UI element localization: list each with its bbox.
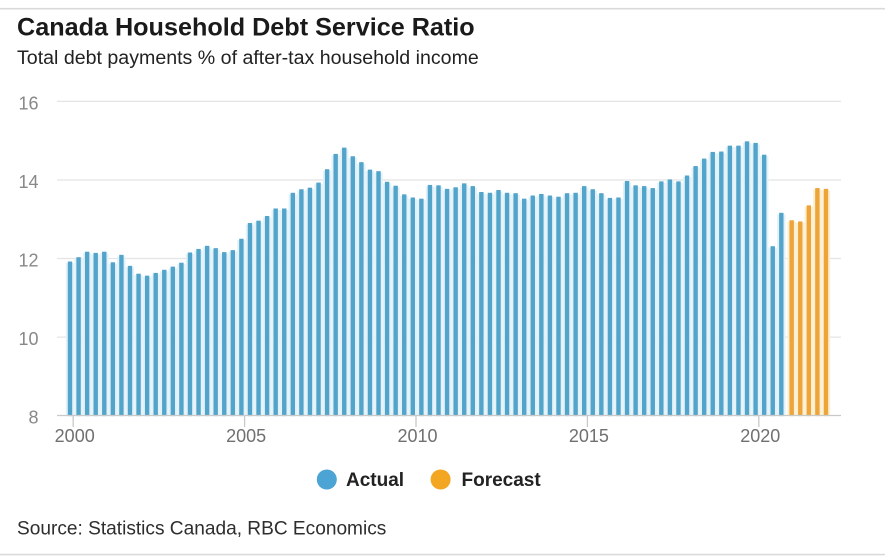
svg-text:14: 14 — [18, 172, 38, 192]
svg-text:2020: 2020 — [740, 426, 780, 446]
svg-text:12: 12 — [18, 251, 38, 271]
svg-text:Actual: Actual — [346, 470, 404, 491]
svg-text:Source: Statistics Canada, RBC: Source: Statistics Canada, RBC Economics — [17, 519, 386, 540]
svg-text:Total debt payments % of after: Total debt payments % of after-tax house… — [17, 47, 479, 69]
svg-text:10: 10 — [18, 329, 38, 349]
svg-text:Forecast: Forecast — [462, 470, 542, 491]
svg-text:Canada Household Debt Service: Canada Household Debt Service Ratio — [17, 14, 475, 42]
svg-text:16: 16 — [18, 93, 38, 113]
svg-text:2015: 2015 — [569, 426, 609, 446]
svg-text:2010: 2010 — [397, 426, 437, 446]
svg-text:2005: 2005 — [226, 426, 266, 446]
svg-text:8: 8 — [28, 408, 38, 428]
svg-text:2000: 2000 — [55, 426, 95, 446]
